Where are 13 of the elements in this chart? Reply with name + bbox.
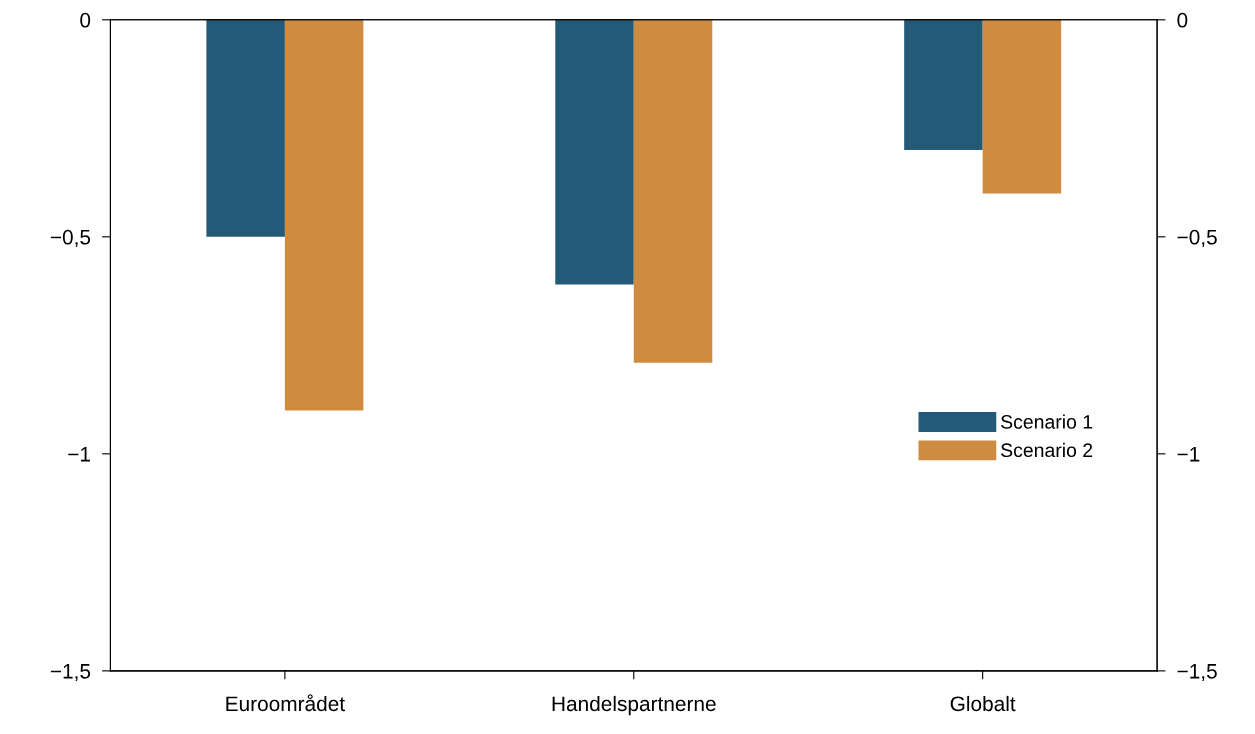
y-tick-label: 0 bbox=[80, 12, 91, 28]
legend-label: Scenario 2 bbox=[1001, 442, 1093, 458]
y-tick-label: −1,5 bbox=[50, 664, 91, 682]
x-tick-label: Handelspartnerne bbox=[552, 695, 716, 716]
x-tick-label: Globalt bbox=[950, 695, 1016, 712]
y2-tick-label: −1,5 bbox=[1177, 664, 1217, 682]
legend-label: Scenario 1 bbox=[1001, 414, 1093, 429]
y2-tick-label: −0,5 bbox=[1177, 229, 1217, 248]
x-tick-label: Euroområdet bbox=[226, 694, 345, 712]
y2-tick-label: −1 bbox=[1177, 447, 1200, 462]
y2-tick-label: 0 bbox=[1177, 12, 1188, 28]
y-tick-label: −1 bbox=[68, 447, 90, 462]
y-tick-label: −0,5 bbox=[50, 229, 91, 248]
